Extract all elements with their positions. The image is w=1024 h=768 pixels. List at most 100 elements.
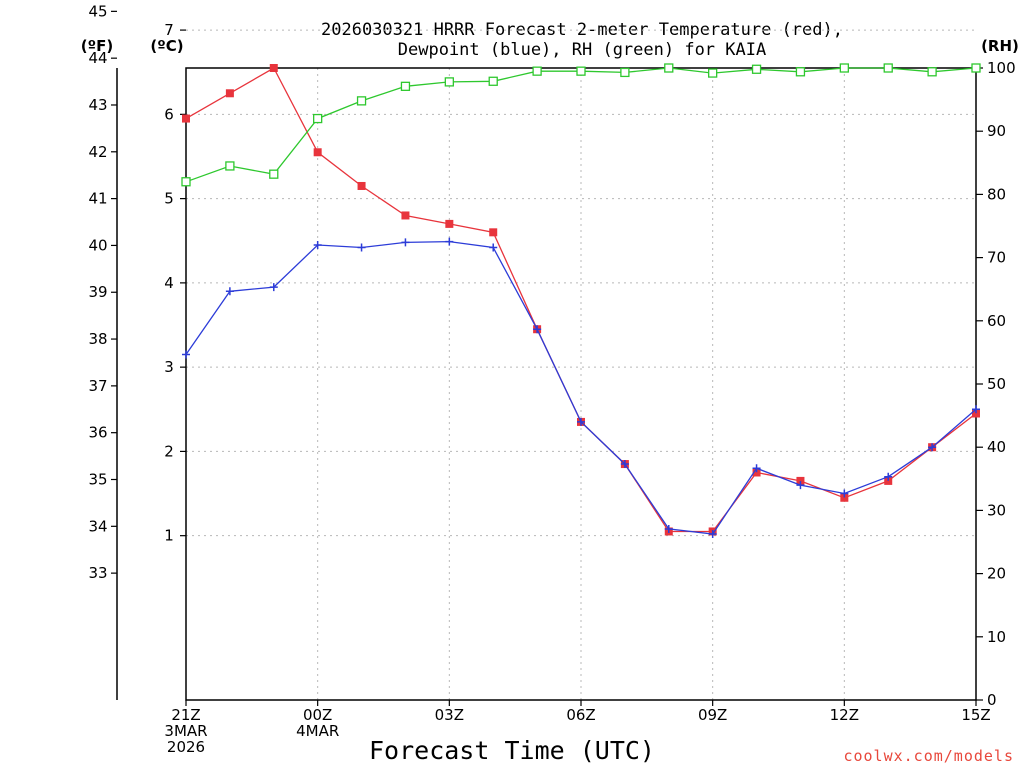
fahrenheit-axis: 33 34 35 36 37 38 39 40 41 42 43 44 45 <box>88 2 117 582</box>
rh-tick-label: 30 <box>987 501 1006 519</box>
x-tick-label: 03Z <box>435 706 464 724</box>
dewpoint-marker <box>577 417 585 426</box>
rh-marker <box>839 63 849 73</box>
rh-tick-label: 90 <box>987 122 1006 140</box>
fahrenheit-tick-label: 41 <box>88 190 107 208</box>
temperature-marker <box>840 493 849 502</box>
rh-tick-label: 80 <box>987 185 1006 203</box>
x-axis-label: Forecast Time (UTC) <box>369 736 655 765</box>
rh-tick-label: 0 <box>987 691 997 709</box>
celsius-tick-label: 3 <box>164 358 174 376</box>
rh-marker <box>708 68 718 78</box>
x-tick-label: 09Z <box>698 706 727 724</box>
temperature-marker <box>225 89 234 98</box>
dewpoint-marker <box>533 325 542 334</box>
dewpoint-marker <box>445 237 454 246</box>
temperature-marker <box>752 468 761 477</box>
fahrenheit-tick-label: 34 <box>88 517 107 535</box>
rh-axis: 0 10 20 30 40 50 60 70 80 90 100 <box>976 59 1016 709</box>
x-tick-label: 06Z <box>566 706 595 724</box>
rh-tick-label: 40 <box>987 438 1006 456</box>
fahrenheit-tick-label: 44 <box>88 49 107 67</box>
dewpoint-marker <box>884 472 893 481</box>
dewpoint-marker <box>489 243 498 252</box>
temperature-marker <box>489 228 498 237</box>
rh-marker <box>356 96 367 106</box>
rh-marker <box>532 66 542 76</box>
x-tick-label: 21Z <box>171 706 200 724</box>
celsius-tick-label: 4 <box>164 274 174 292</box>
dewpoint-marker <box>225 287 234 296</box>
title: 2026030321 HRRR Forecast 2-meter Tempera… <box>321 20 843 60</box>
dewpoint-marker <box>928 443 937 452</box>
rh-marker <box>400 81 411 91</box>
fahrenheit-tick-label: 42 <box>88 143 107 161</box>
series <box>181 63 981 538</box>
fahrenheit-tick-label: 37 <box>88 377 107 395</box>
temperature-marker <box>972 409 980 418</box>
x-tick-label: 15Z <box>961 706 990 724</box>
fahrenheit-tick-label: 36 <box>88 424 107 442</box>
celsius-tick-label: 2 <box>164 442 174 460</box>
rh-series <box>181 63 981 187</box>
fahrenheit-tick-label: 35 <box>88 471 107 489</box>
fahrenheit-tick-label: 33 <box>88 564 107 582</box>
rh-tick-label: 10 <box>987 628 1006 646</box>
temperature-line <box>185 67 977 533</box>
rh-tick-label: 20 <box>987 565 1006 583</box>
rh-marker <box>181 177 191 187</box>
rh-marker <box>971 63 981 73</box>
fahrenheit-tick-label: 45 <box>88 2 107 20</box>
rh-tick-label: 60 <box>987 312 1006 330</box>
fahrenheit-tick-label: 40 <box>88 236 107 254</box>
dewpoint-marker <box>357 243 366 252</box>
temperature-marker <box>445 219 454 228</box>
dewpoint-marker <box>752 464 761 473</box>
rh-marker <box>269 169 279 179</box>
rh-marker <box>488 76 498 86</box>
rh-marker <box>444 77 454 87</box>
celsius-unit-label: (ºC) <box>150 37 183 55</box>
x-tick-label: 3MAR <box>164 722 207 740</box>
rh-tick-label: 50 <box>987 375 1006 393</box>
temperature-marker <box>357 181 366 190</box>
dewpoint-marker <box>401 238 410 247</box>
dewpoint-marker <box>620 460 629 469</box>
celsius-axis: 1 2 3 4 5 6 7 <box>164 21 186 545</box>
celsius-tick-label: 5 <box>164 190 174 208</box>
rh-marker <box>927 67 937 77</box>
rh-unit-label: (RH) <box>981 37 1019 55</box>
rh-marker <box>795 67 806 77</box>
fahrenheit-tick-label: 39 <box>88 283 107 301</box>
x-tick-label: 00Z <box>303 706 332 724</box>
celsius-tick-label: 7 <box>164 21 174 39</box>
rh-tick-label: 70 <box>987 249 1006 267</box>
rh-marker <box>225 161 235 171</box>
dewpoint-marker <box>840 489 849 498</box>
rh-marker <box>751 64 762 74</box>
fahrenheit-tick-label: 43 <box>88 96 107 114</box>
plot-frame <box>185 67 977 701</box>
dewpoint-marker <box>972 405 980 414</box>
dewpoint-marker <box>664 524 673 533</box>
temperature-marker <box>884 476 893 485</box>
temperature-marker <box>269 64 278 72</box>
x-tick-label: 12Z <box>830 706 859 724</box>
dewpoint-marker <box>182 350 190 359</box>
rh-marker <box>664 63 674 73</box>
temperature-marker <box>313 148 322 157</box>
rh-marker <box>883 63 893 73</box>
temperature-marker <box>401 211 410 220</box>
dewpoint-marker <box>708 529 717 538</box>
temperature-marker <box>182 114 190 123</box>
rh-marker <box>620 67 630 78</box>
fahrenheit-tick-label: 38 <box>88 330 107 348</box>
rh-marker <box>313 113 323 124</box>
dewpoint-marker <box>313 240 322 249</box>
celsius-tick-label: 6 <box>164 105 174 123</box>
dewpoint-marker <box>796 481 805 490</box>
grid <box>185 29 977 700</box>
title-line-2: Dewpoint (blue), RH (green) for KAIA <box>398 40 766 60</box>
